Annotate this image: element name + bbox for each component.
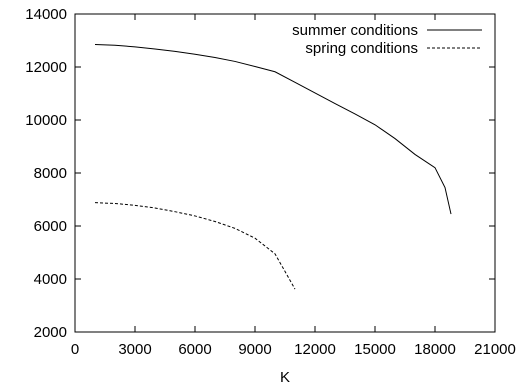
x-tick-label: 18000	[414, 341, 456, 358]
y-tick-label: 4000	[34, 271, 67, 288]
series-line-2	[94, 202, 296, 290]
x-tick-label: 12000	[294, 341, 336, 358]
legend-label: spring conditions	[305, 40, 418, 57]
y-tick-label: 8000	[34, 165, 67, 182]
series-layer	[94, 43, 452, 290]
x-tick-label: 3000	[118, 341, 151, 358]
legend-label: summer conditions	[292, 22, 418, 39]
x-tick-label: 21000	[474, 341, 516, 358]
x-tick-label: 15000	[354, 341, 396, 358]
y-tick-label: 10000	[25, 112, 67, 129]
y-tick-label: 6000	[34, 218, 67, 235]
y-tick-label: 12000	[25, 59, 67, 76]
plot-frame	[74, 13, 496, 333]
x-tick-label: 6000	[178, 341, 211, 358]
series-line-1	[94, 43, 452, 215]
y-axis: 2000 4000 6000 8000 10000 12000 14000	[25, 6, 495, 341]
x-tick-label: 0	[71, 341, 79, 358]
x-axis: 0 3000 6000 9000 12000 15000 18000 21000	[71, 14, 516, 358]
y-tick-label: 2000	[34, 324, 67, 341]
y-tick-label: 14000	[25, 6, 67, 23]
x-tick-label: 9000	[238, 341, 271, 358]
x-axis-label: K	[280, 369, 290, 386]
